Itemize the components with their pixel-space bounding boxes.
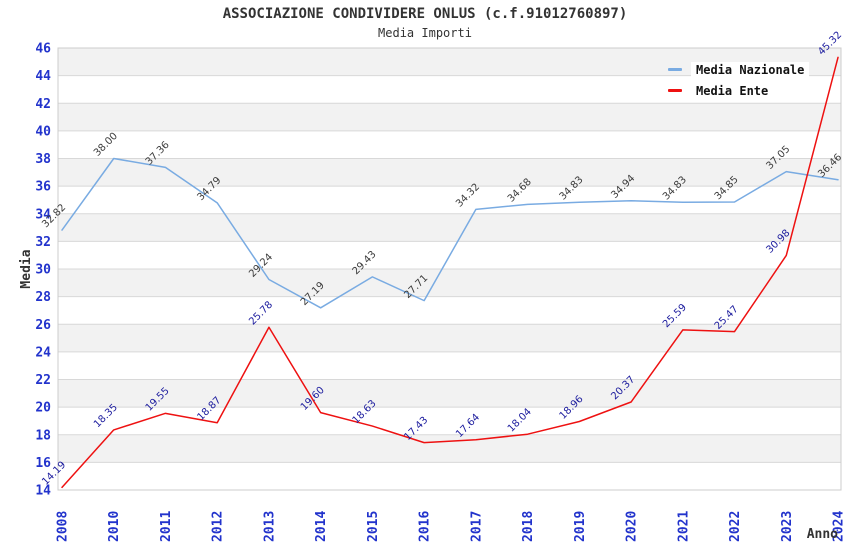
plot-band <box>58 434 841 463</box>
x-tick-label: 2013 <box>262 511 277 542</box>
y-tick-label: 24 <box>35 345 51 360</box>
plot-band <box>58 462 841 490</box>
y-tick-label: 14 <box>35 484 51 499</box>
y-tick-label: 26 <box>35 318 51 333</box>
y-tick-label: 20 <box>35 401 51 416</box>
x-axis-label: Anno <box>807 527 838 542</box>
y-tick-label: 16 <box>35 456 51 471</box>
x-tick-label: 2010 <box>107 511 122 542</box>
x-tick-label: 2022 <box>728 511 743 542</box>
x-tick-label: 2014 <box>314 511 329 542</box>
y-tick-label: 22 <box>35 373 51 388</box>
chart-title: ASSOCIAZIONE CONDIVIDERE ONLUS (c.f.9101… <box>222 6 628 22</box>
x-tick-label: 2019 <box>573 511 588 542</box>
series-line-0 <box>61 157 839 309</box>
y-tick-label: 34 <box>35 207 51 222</box>
legend-label-ente: Media Ente <box>691 82 774 99</box>
plot-band <box>58 213 841 242</box>
x-tick-label: 2018 <box>521 511 536 542</box>
plot-band <box>58 324 841 352</box>
chart-subtitle: Media Importi <box>378 26 472 40</box>
x-tick-label: 2020 <box>625 511 640 542</box>
y-tick-label: 36 <box>35 180 51 195</box>
y-tick-label: 28 <box>35 290 51 305</box>
series-line-1 <box>61 56 839 489</box>
plot-band <box>58 407 841 435</box>
legend-item-media-ente: Media Ente <box>668 81 809 100</box>
legend-label-nazionale: Media Nazionale <box>691 61 810 78</box>
plot-band <box>58 296 841 325</box>
plot-band <box>58 130 841 159</box>
x-tick-label: 2016 <box>418 511 433 542</box>
plot-border <box>57 47 842 491</box>
x-tick-label: 2021 <box>676 511 691 542</box>
x-tick-label: 2011 <box>159 511 174 542</box>
x-tick-label: 2023 <box>780 511 795 542</box>
legend: Media Nazionale Media Ente <box>668 60 810 100</box>
legend-item-media-nazionale: Media Nazionale <box>668 60 810 79</box>
x-tick-label: 2008 <box>56 511 71 542</box>
plot-band <box>58 158 841 187</box>
y-tick-label: 38 <box>35 152 51 167</box>
legend-swatch-nazionale-icon <box>668 68 682 71</box>
plot-band <box>58 269 841 297</box>
plot-band <box>58 379 841 408</box>
y-axis-label: Media <box>19 249 34 288</box>
y-tick-label: 32 <box>35 235 51 250</box>
plot-band <box>58 103 841 131</box>
plot-band <box>58 351 841 380</box>
y-tick-label: 46 <box>35 42 51 57</box>
y-tick-label: 44 <box>35 69 51 84</box>
legend-swatch-ente-icon <box>668 89 682 92</box>
x-tick-label: 2017 <box>469 511 484 542</box>
x-tick-label: 2012 <box>211 511 226 542</box>
x-tick-label: 2024 <box>832 511 847 542</box>
plot-band <box>58 186 841 214</box>
y-tick-label: 42 <box>35 97 51 112</box>
y-tick-label: 18 <box>35 428 51 443</box>
y-tick-label: 40 <box>35 124 51 139</box>
x-tick-label: 2015 <box>366 511 381 542</box>
y-tick-label: 30 <box>35 263 51 278</box>
